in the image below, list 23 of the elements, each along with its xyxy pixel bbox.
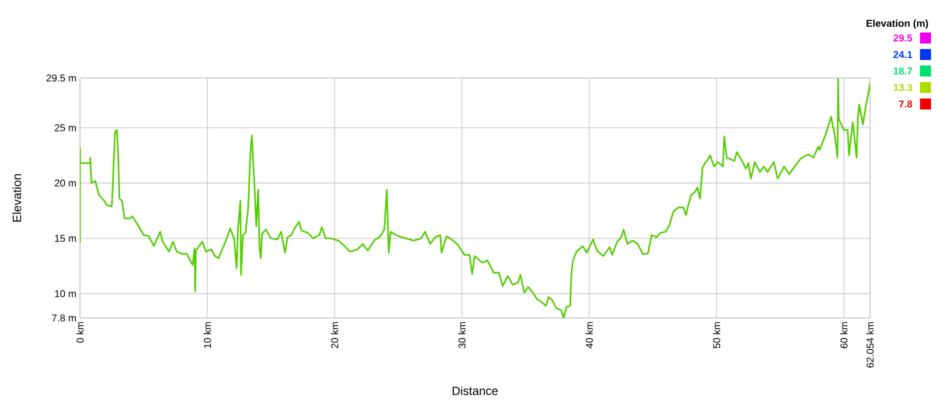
y-tick-label: 15 m [55, 234, 76, 242]
x-tick-label: 62.054 km [866, 322, 874, 368]
x-tick-label: 30 km [458, 322, 466, 348]
x-tick-label: 50 km [712, 322, 720, 348]
text: 29.5 [893, 34, 912, 42]
y-tick-label: 20 m [54, 180, 76, 187]
x-axis-title: Distance [452, 386, 498, 396]
x-tick-label: 0 km [76, 322, 84, 343]
y-tick-label: 29.5 m [46, 74, 76, 82]
x-tick-label: 40 km [586, 322, 593, 348]
x-tick-label: 10 km [204, 322, 211, 348]
text: 18.7 [894, 67, 912, 75]
color-bar-title: Elevation (m) [866, 20, 928, 29]
line-series [80, 78, 870, 318]
y-tick-label: 7.8 m [52, 314, 76, 322]
text: 24.1 [893, 51, 912, 58]
x-tick-label: 60 km [840, 322, 848, 348]
y-tick-label: 25 m [54, 124, 76, 132]
text: 7.8 [899, 100, 912, 108]
y-axis-title: Elevation [12, 174, 22, 222]
x-tick-label: 20 km [330, 322, 338, 348]
y-tick-label: 10 m [55, 290, 76, 298]
text: 13.3 [894, 84, 912, 92]
